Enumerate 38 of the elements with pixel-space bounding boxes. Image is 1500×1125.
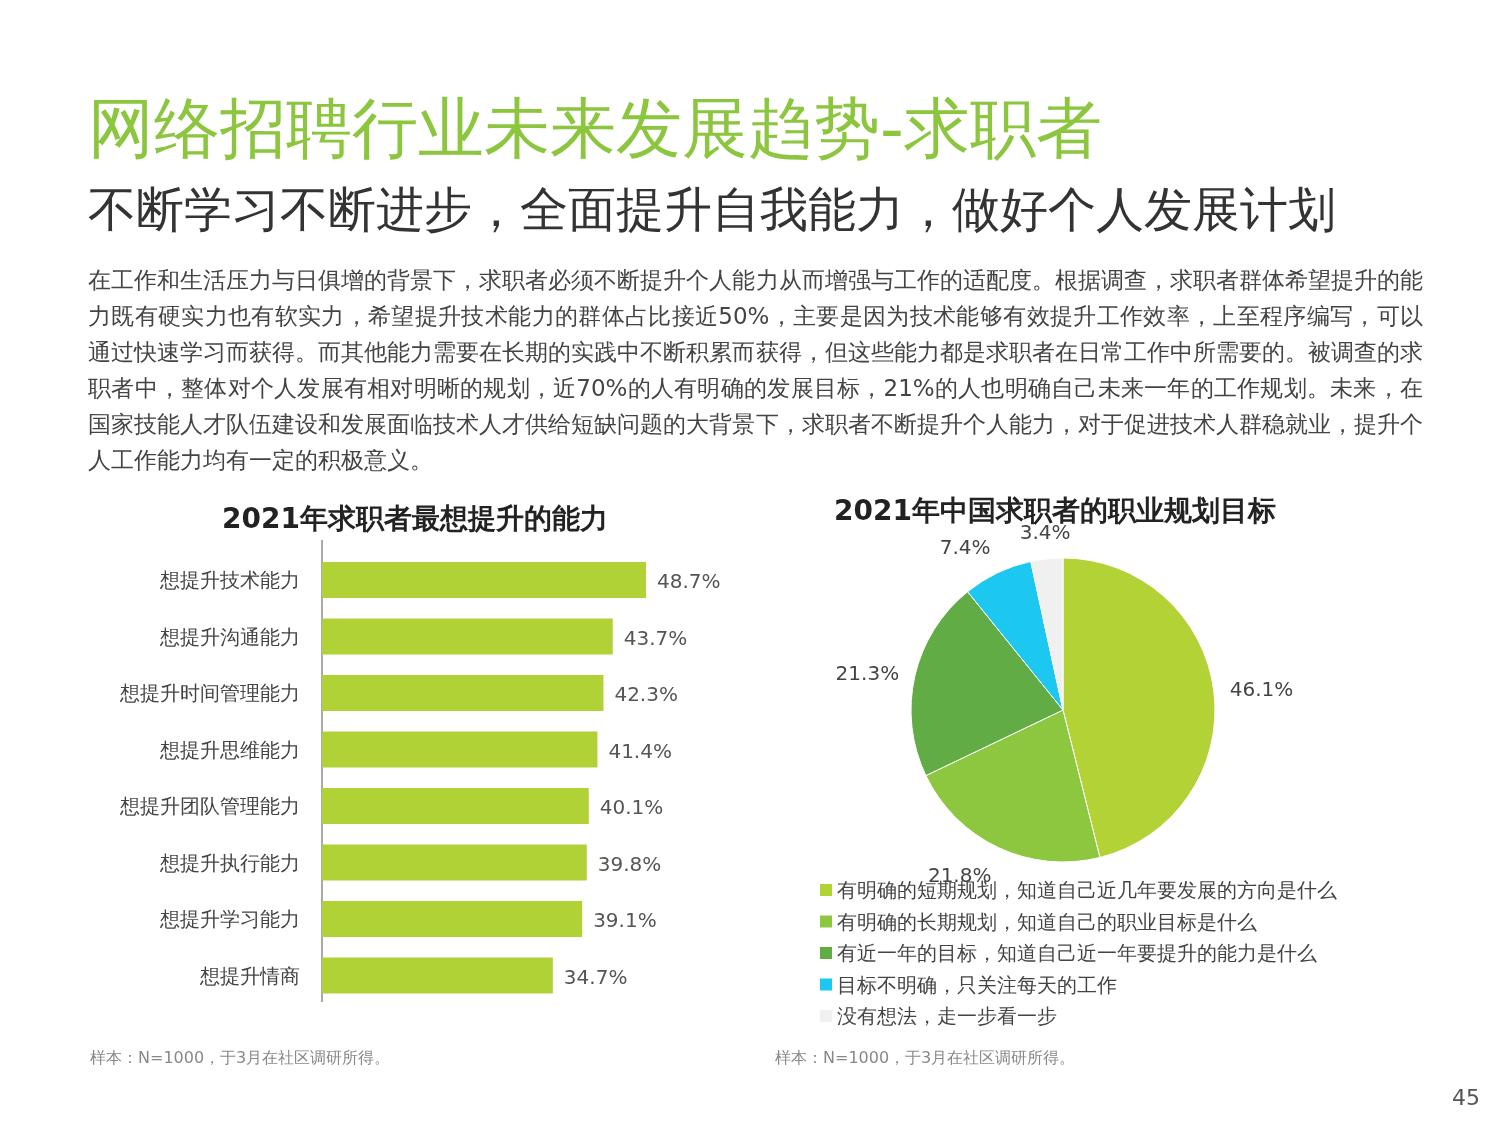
- bar: [322, 618, 613, 655]
- legend-label: 有近一年的目标，知道自己近一年要提升的能力是什么: [837, 941, 1317, 965]
- data-label: 43.7%: [623, 625, 688, 650]
- bar: [322, 901, 583, 937]
- legend-label: 有明确的长期规划，知道自己的职业目标是什么: [837, 909, 1257, 934]
- text: 网络招聘行业未来发展趋势-求职者: [88, 89, 1102, 169]
- data-label: 48.7%: [657, 569, 721, 593]
- text: 在工作和生活压力与日俱增的背景下，求职者必须不断提升个人能力从而增强与工作的适配度。根据调查，求职者群体希望提升的能力既有硬实力也有软实力，希望提升技术能力的群体占比接近50%，主要是因为技术能够有效提升工作效率，上至程序编写，可以通过快速学习而获得。而其他能力需要在长期的实践中不断积累而获得，但这些能力都是求职者在日常工作中所需要的。被调查的求职者中，整体对个人发展有相对明晰的规划，近70%的人有明确的发展目标，21%的人也明确自己未来一年的工作规划。未来，在国家技能人才队伍建设和发展面临技术人才供给短缺问题的大背景下，求职者不断提升个人能力，对于促进技术人群稳就业，提升个人工作能力均有一定的积极意义。: [88, 266, 1423, 475]
- text: 不断学习不断进步，全面提升自我能力，做好个人发展计划: [88, 180, 1336, 239]
- legend-label: 没有想法，走一步看一步: [837, 1004, 1057, 1028]
- data-label: 39.8%: [597, 851, 662, 876]
- y-tick-label: 想提升时间管理能力: [119, 681, 300, 705]
- bar: [322, 788, 589, 824]
- y-tick-label: 想提升团队管理能力: [119, 794, 300, 818]
- bar: [322, 957, 553, 994]
- y-tick-label: 想提升执行能力: [159, 850, 300, 875]
- y-tick-label: 想提升思维能力: [159, 737, 300, 762]
- bar: [322, 844, 587, 881]
- legend-label: 目标不明确，只关注每天的工作: [837, 972, 1117, 997]
- y-tick-label: 想提升技术能力: [159, 568, 300, 592]
- data-label: 39.1%: [593, 908, 657, 932]
- data-label: 7.4%: [939, 535, 991, 560]
- y-tick-label: 想提升学习能力: [159, 907, 300, 931]
- chart-title: 2021年求职者最想提升的能力: [222, 502, 608, 535]
- data-label: 42.3%: [614, 682, 678, 706]
- data-label: 34.7%: [563, 964, 628, 989]
- text: 45: [1452, 1085, 1480, 1110]
- bar: [322, 562, 646, 598]
- bar: [322, 675, 604, 711]
- data-label: 41.4%: [608, 738, 672, 763]
- text: 样本：N=1000，于3月在社区调研所得。: [90, 1048, 391, 1067]
- y-tick-label: 想提升沟通能力: [159, 624, 300, 649]
- bar: [322, 731, 598, 768]
- y-tick-label: 想提升情商: [199, 963, 300, 988]
- text: 样本：N=1000，于3月在社区调研所得。: [775, 1048, 1076, 1067]
- data-label: 46.1%: [1229, 677, 1294, 702]
- data-label: 21.3%: [835, 660, 900, 685]
- data-label: 40.1%: [599, 795, 664, 819]
